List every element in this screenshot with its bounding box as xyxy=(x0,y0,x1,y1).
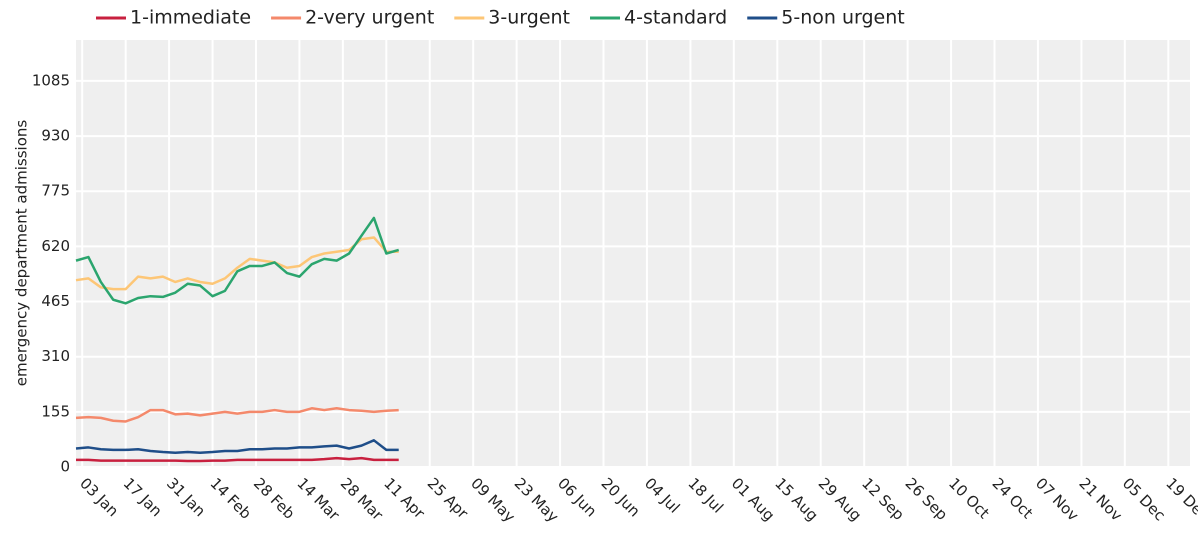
x-tick-label: 28 Mar xyxy=(337,474,387,524)
x-tick-label: 12 Sep xyxy=(858,474,908,524)
x-tick-label: 21 Nov xyxy=(1075,474,1125,524)
x-tick-label: 11 Apr xyxy=(380,474,429,523)
x-tick-label: 10 Oct xyxy=(945,474,993,522)
x-tick-label: 29 Aug xyxy=(815,474,865,524)
x-tick-label: 07 Nov xyxy=(1032,474,1082,524)
x-tick-label: 14 Feb xyxy=(207,474,255,522)
x-tick-label: 09 May xyxy=(467,474,519,526)
x-tick-label: 26 Sep xyxy=(902,474,952,524)
x-tick-label: 20 Jun xyxy=(598,474,644,520)
y-tick-label: 155 xyxy=(41,402,70,420)
y-tick-label: 620 xyxy=(41,237,70,255)
series-line xyxy=(75,407,399,423)
y-tick-label: 0 xyxy=(60,458,70,476)
x-tick-label: 19 Dec xyxy=(1162,474,1198,524)
legend-label: 5-non urgent xyxy=(781,7,904,29)
x-tick-label: 15 Aug xyxy=(771,474,821,524)
y-tick-label: 310 xyxy=(41,347,70,365)
x-tick-label: 03 Jan xyxy=(76,474,122,520)
x-tick-label: 31 Jan xyxy=(163,474,209,520)
x-tick-label: 01 Aug xyxy=(728,474,778,524)
legend-label: 3-urgent xyxy=(488,7,570,29)
series-line xyxy=(76,456,399,463)
x-tick-label: 14 Mar xyxy=(293,474,343,524)
y-tick-label: 775 xyxy=(41,182,70,200)
legend-label: 4-standard xyxy=(624,7,727,29)
plot-background xyxy=(76,40,1190,467)
series-line xyxy=(75,236,399,291)
x-tick-label: 25 Apr xyxy=(424,474,473,523)
x-tick-label: 18 Jul xyxy=(684,474,726,516)
y-tick-label: 465 xyxy=(41,292,70,310)
x-tick-label: 17 Jan xyxy=(120,474,166,520)
series-line xyxy=(75,439,399,455)
x-tick-label: 05 Dec xyxy=(1119,474,1169,524)
series-line xyxy=(75,216,400,305)
x-tick-label: 04 Jul xyxy=(641,474,683,516)
x-tick-label: 24 Oct xyxy=(988,474,1036,522)
x-tick-label: 23 May xyxy=(511,474,563,526)
legend-label: 1-immediate xyxy=(130,7,251,29)
legend-label: 2-very urgent xyxy=(305,7,434,29)
x-tick-label: 28 Feb xyxy=(250,474,298,522)
y-axis-label: emergency department admissions xyxy=(13,120,31,387)
y-tick-label: 930 xyxy=(41,127,70,145)
y-tick-label: 1085 xyxy=(32,71,70,89)
